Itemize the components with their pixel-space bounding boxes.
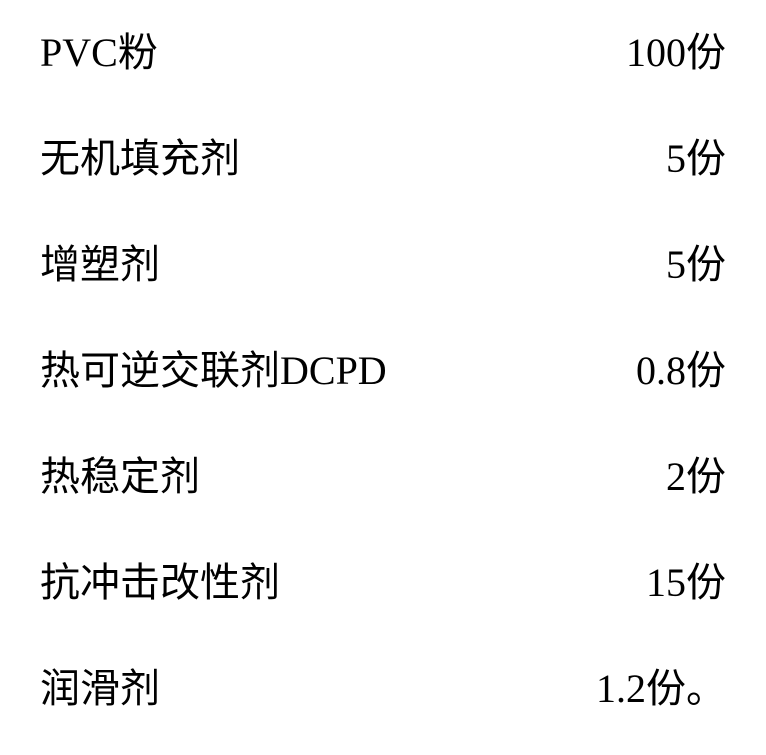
ingredient-label: 增塑剂	[40, 232, 160, 290]
ingredient-label: 热稳定剂	[40, 444, 200, 502]
table-row: 增塑剂 5份	[40, 232, 726, 290]
ingredient-label: PVC粉	[40, 20, 158, 78]
ingredient-value: 2份	[526, 444, 726, 502]
ingredient-label: 润滑剂	[40, 656, 160, 714]
table-row: 抗冲击改性剂 15份	[40, 550, 726, 608]
ingredient-value: 5份	[526, 126, 726, 184]
ingredient-label: 热可逆交联剂DCPD	[40, 338, 387, 396]
ingredient-value: 5份	[526, 232, 726, 290]
ingredient-value: 100份	[526, 20, 726, 78]
ingredient-value: 0.8份	[526, 338, 726, 396]
ingredient-label: 抗冲击改性剂	[40, 550, 280, 608]
ingredient-table: PVC粉 100份 无机填充剂 5份 增塑剂 5份 热可逆交联剂DCPD 0.8…	[0, 0, 766, 734]
ingredient-label: 无机填充剂	[40, 126, 240, 184]
ingredient-value: 15份	[526, 550, 726, 608]
table-row: 热可逆交联剂DCPD 0.8份	[40, 338, 726, 396]
table-row: 热稳定剂 2份	[40, 444, 726, 502]
table-row: PVC粉 100份	[40, 20, 726, 78]
table-row: 润滑剂 1.2份。	[40, 656, 726, 714]
table-row: 无机填充剂 5份	[40, 126, 726, 184]
ingredient-value: 1.2份。	[526, 656, 726, 714]
